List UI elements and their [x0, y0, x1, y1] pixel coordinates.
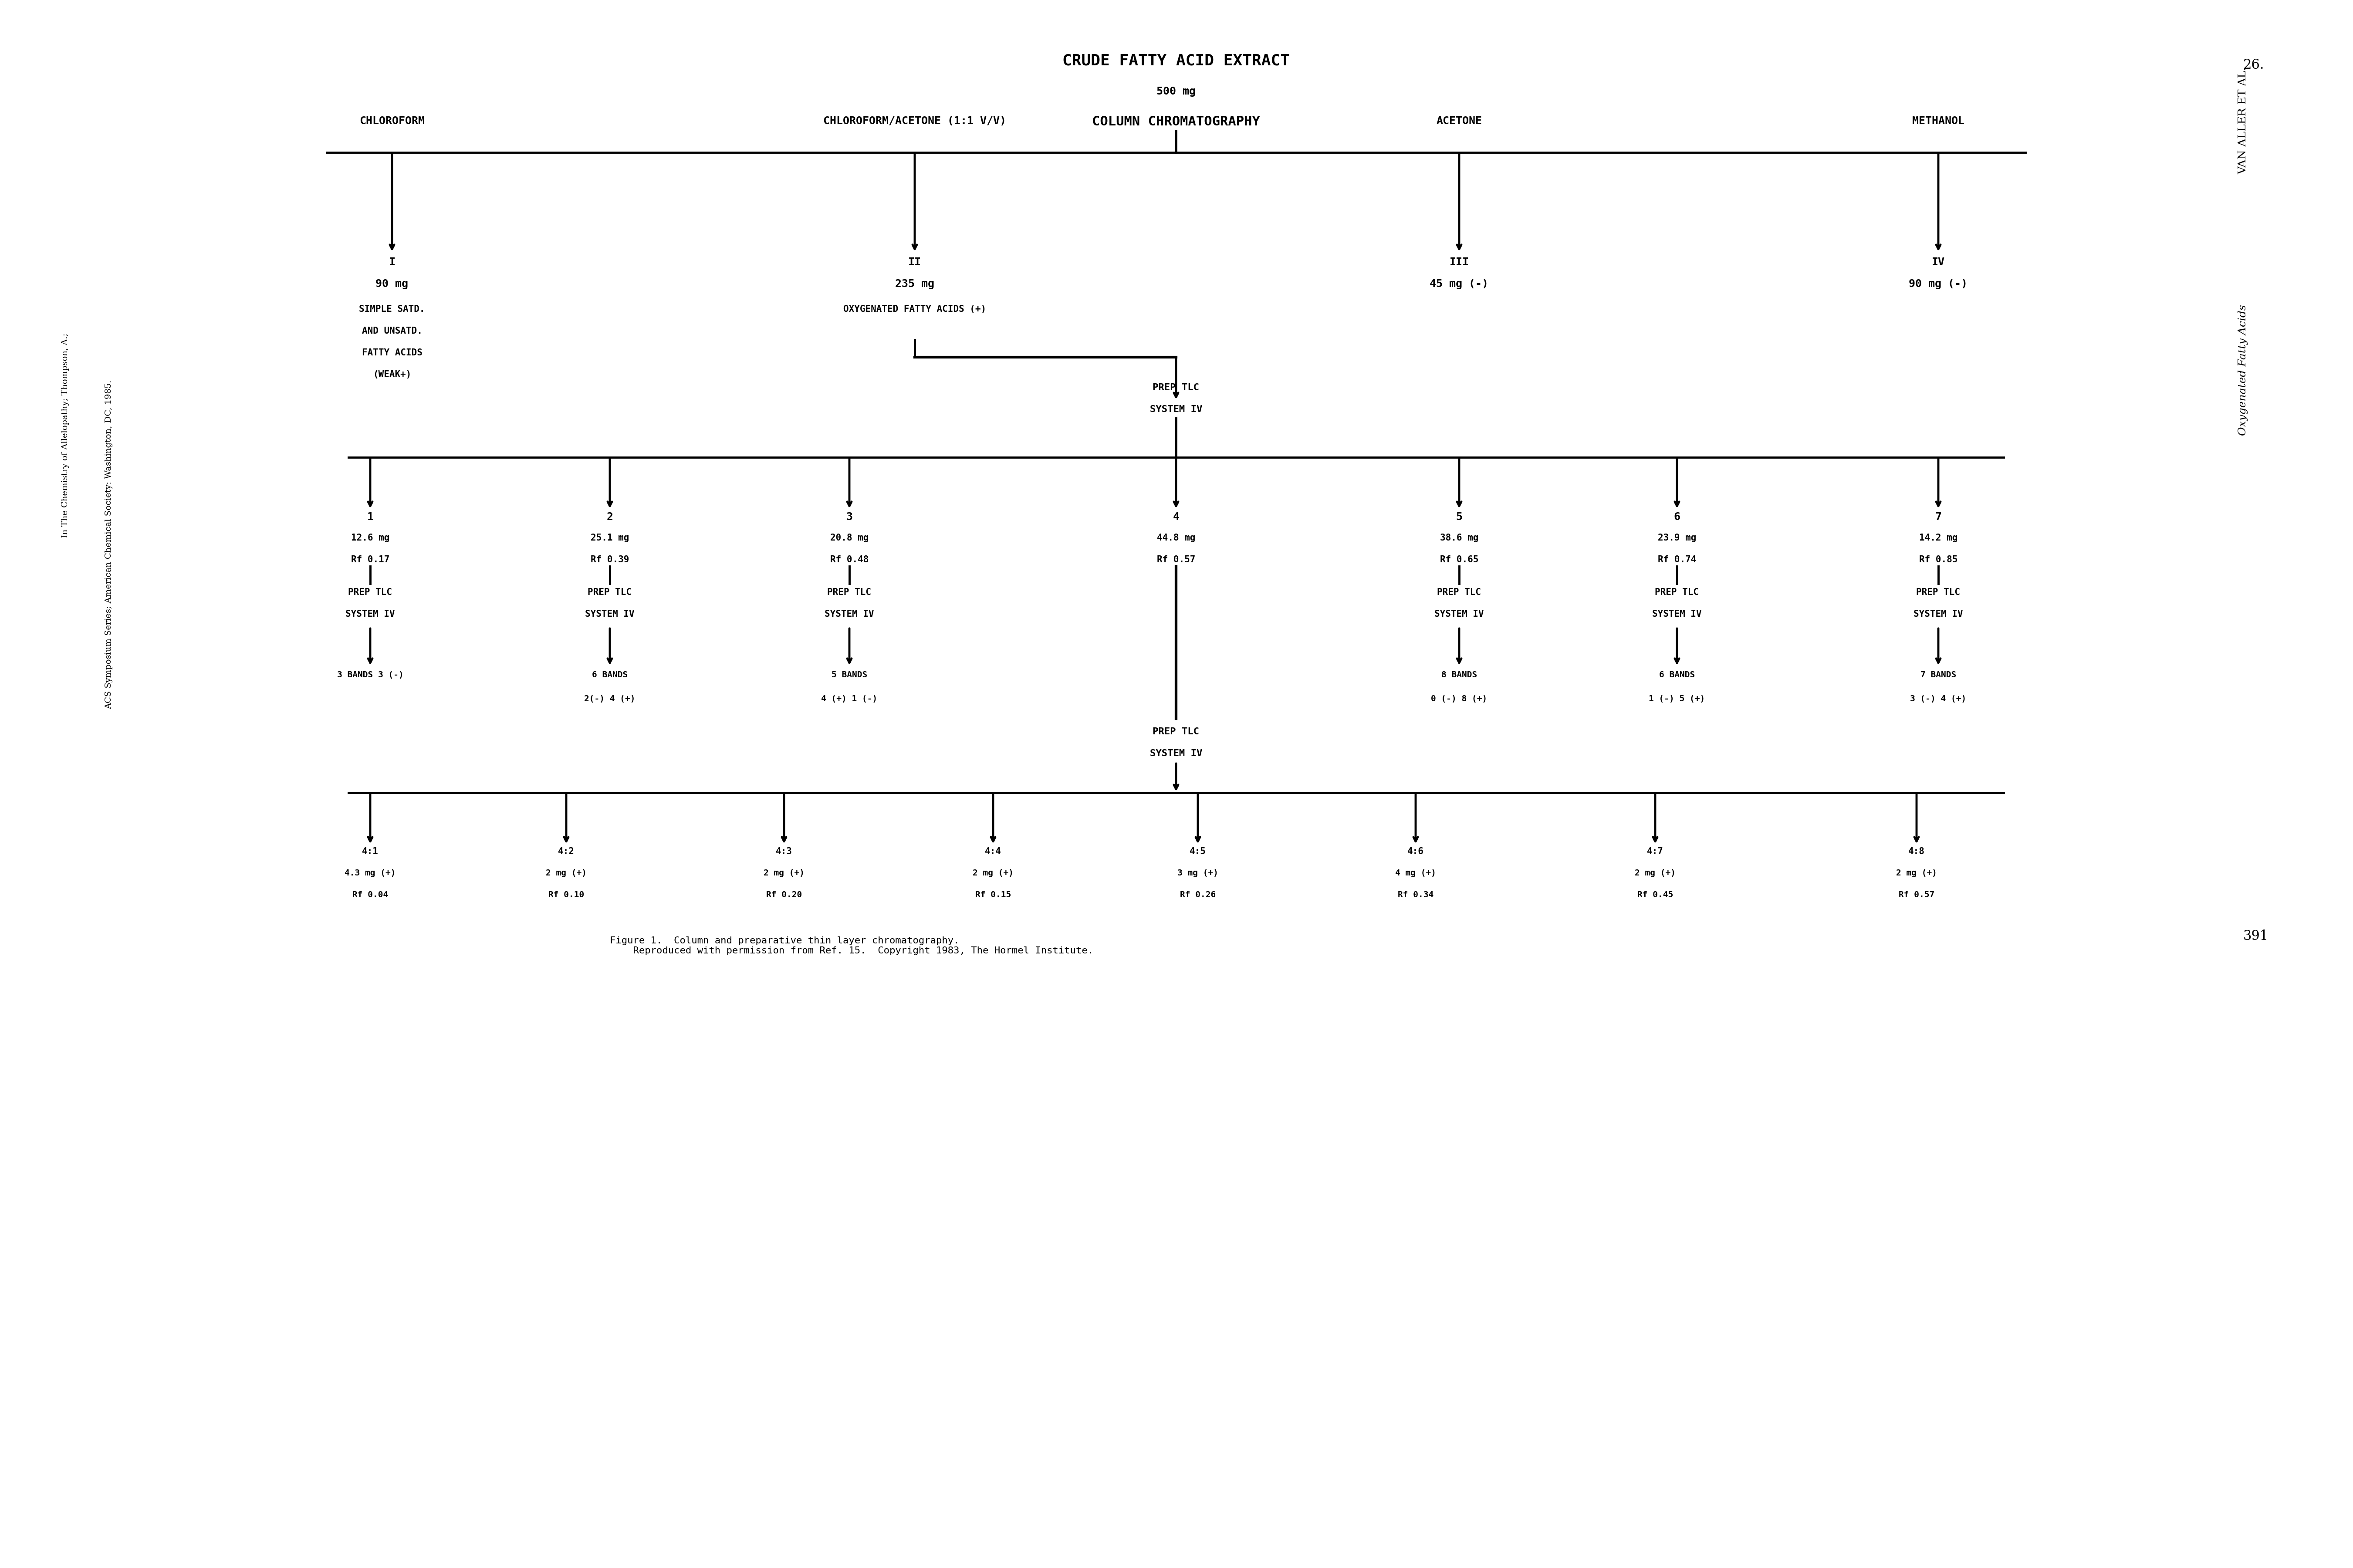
Text: 6 BANDS: 6 BANDS	[593, 671, 628, 679]
Text: Rf 0.65: Rf 0.65	[1440, 555, 1478, 564]
Text: Rf 0.26: Rf 0.26	[1179, 891, 1217, 898]
Text: Rf 0.20: Rf 0.20	[767, 891, 802, 898]
Text: SYSTEM IV: SYSTEM IV	[1151, 750, 1202, 757]
Text: 7: 7	[1934, 511, 1941, 522]
Text: 2 mg (+): 2 mg (+)	[972, 869, 1014, 877]
Text: 44.8 mg: 44.8 mg	[1158, 533, 1195, 543]
Text: 5: 5	[1457, 511, 1464, 522]
Text: I: I	[388, 257, 395, 268]
Text: ACS Symposium Series; American Chemical Society: Washington, DC, 1985.: ACS Symposium Series; American Chemical …	[106, 379, 113, 709]
Text: SIMPLE SATD.: SIMPLE SATD.	[360, 304, 426, 314]
Text: 4:2: 4:2	[558, 847, 574, 856]
Text: 4:1: 4:1	[362, 847, 379, 856]
Text: 3 mg (+): 3 mg (+)	[1176, 869, 1219, 877]
Text: 25.1 mg: 25.1 mg	[591, 533, 628, 543]
Text: 235 mg: 235 mg	[894, 279, 934, 289]
Text: Rf 0.57: Rf 0.57	[1899, 891, 1934, 898]
Text: Rf 0.34: Rf 0.34	[1398, 891, 1433, 898]
Text: 2 mg (+): 2 mg (+)	[1635, 869, 1675, 877]
Text: 4:6: 4:6	[1407, 847, 1424, 856]
Text: 8 BANDS: 8 BANDS	[1442, 671, 1478, 679]
Text: Rf 0.85: Rf 0.85	[1920, 555, 1958, 564]
Text: 4.3 mg (+): 4.3 mg (+)	[344, 869, 395, 877]
Text: 391: 391	[2242, 930, 2268, 944]
Text: 2 mg (+): 2 mg (+)	[1897, 869, 1937, 877]
Text: 6 BANDS: 6 BANDS	[1659, 671, 1694, 679]
Text: OXYGENATED FATTY ACIDS (+): OXYGENATED FATTY ACIDS (+)	[842, 304, 986, 314]
Text: III: III	[1449, 257, 1468, 268]
Text: SYSTEM IV: SYSTEM IV	[1151, 405, 1202, 414]
Text: FATTY ACIDS: FATTY ACIDS	[362, 348, 421, 358]
Text: ACETONE: ACETONE	[1435, 116, 1482, 127]
Text: PREP TLC: PREP TLC	[1915, 588, 1960, 597]
Text: 1: 1	[367, 511, 374, 522]
Text: Figure 1.  Column and preparative thin layer chromatography.
    Reproduced with: Figure 1. Column and preparative thin la…	[609, 936, 1094, 955]
Text: 2: 2	[607, 511, 614, 522]
Text: Rf 0.39: Rf 0.39	[591, 555, 628, 564]
Text: PREP TLC: PREP TLC	[1438, 588, 1480, 597]
Text: Rf 0.04: Rf 0.04	[353, 891, 388, 898]
Text: 3 BANDS 3 (-): 3 BANDS 3 (-)	[336, 671, 402, 679]
Text: METHANOL: METHANOL	[1913, 116, 1965, 127]
Text: 500 mg: 500 mg	[1155, 86, 1195, 97]
Text: 38.6 mg: 38.6 mg	[1440, 533, 1478, 543]
Text: 3 (-) 4 (+): 3 (-) 4 (+)	[1911, 695, 1967, 702]
Text: CHLOROFORM/ACETONE (1:1 V/V): CHLOROFORM/ACETONE (1:1 V/V)	[824, 116, 1007, 127]
Text: II: II	[908, 257, 922, 268]
Text: 4: 4	[1172, 511, 1179, 522]
Text: 4 (+) 1 (-): 4 (+) 1 (-)	[821, 695, 878, 702]
Text: 4:4: 4:4	[986, 847, 1002, 856]
Text: 6: 6	[1673, 511, 1680, 522]
Text: 7 BANDS: 7 BANDS	[1920, 671, 1955, 679]
Text: 4:8: 4:8	[1908, 847, 1925, 856]
Text: 45 mg (-): 45 mg (-)	[1431, 279, 1489, 289]
Text: 90 mg (-): 90 mg (-)	[1908, 279, 1967, 289]
Text: CHLOROFORM: CHLOROFORM	[360, 116, 424, 127]
Text: 4 mg (+): 4 mg (+)	[1395, 869, 1435, 877]
Text: SYSTEM IV: SYSTEM IV	[586, 610, 635, 618]
Text: Rf 0.45: Rf 0.45	[1638, 891, 1673, 898]
Text: (WEAK+): (WEAK+)	[372, 370, 412, 379]
Text: PREP TLC: PREP TLC	[588, 588, 633, 597]
Text: Rf 0.17: Rf 0.17	[351, 555, 391, 564]
Text: CRUDE FATTY ACID EXTRACT: CRUDE FATTY ACID EXTRACT	[1061, 53, 1289, 69]
Text: 1 (-) 5 (+): 1 (-) 5 (+)	[1649, 695, 1706, 702]
Text: SYSTEM IV: SYSTEM IV	[1652, 610, 1701, 618]
Text: SYSTEM IV: SYSTEM IV	[1435, 610, 1485, 618]
Text: Rf 0.48: Rf 0.48	[831, 555, 868, 564]
Text: 4:5: 4:5	[1191, 847, 1207, 856]
Text: 2 mg (+): 2 mg (+)	[546, 869, 586, 877]
Text: SYSTEM IV: SYSTEM IV	[1913, 610, 1962, 618]
Text: Rf 0.10: Rf 0.10	[548, 891, 584, 898]
Text: 2 mg (+): 2 mg (+)	[765, 869, 805, 877]
Text: PREP TLC: PREP TLC	[1654, 588, 1699, 597]
Text: PREP TLC: PREP TLC	[1153, 383, 1200, 392]
Text: AND UNSATD.: AND UNSATD.	[362, 326, 421, 336]
Text: Oxygenated Fatty Acids: Oxygenated Fatty Acids	[2238, 304, 2247, 436]
Text: 90 mg: 90 mg	[376, 279, 409, 289]
Text: 4:3: 4:3	[776, 847, 793, 856]
Text: PREP TLC: PREP TLC	[828, 588, 871, 597]
Text: 3: 3	[847, 511, 852, 522]
Text: 20.8 mg: 20.8 mg	[831, 533, 868, 543]
Text: COLUMN CHROMATOGRAPHY: COLUMN CHROMATOGRAPHY	[1092, 116, 1261, 129]
Text: 5 BANDS: 5 BANDS	[831, 671, 868, 679]
Text: Rf 0.15: Rf 0.15	[974, 891, 1012, 898]
Text: 2(-) 4 (+): 2(-) 4 (+)	[584, 695, 635, 702]
Text: SYSTEM IV: SYSTEM IV	[346, 610, 395, 618]
Text: 4:7: 4:7	[1647, 847, 1664, 856]
Text: Rf 0.74: Rf 0.74	[1659, 555, 1697, 564]
Text: 0 (-) 8 (+): 0 (-) 8 (+)	[1431, 695, 1487, 702]
Text: VAN ALLER ET AL.: VAN ALLER ET AL.	[2238, 67, 2247, 174]
Text: In The Chemistry of Allelopathy; Thompson, A.;: In The Chemistry of Allelopathy; Thompso…	[61, 332, 68, 538]
Text: Rf 0.57: Rf 0.57	[1158, 555, 1195, 564]
Text: 23.9 mg: 23.9 mg	[1659, 533, 1697, 543]
Text: PREP TLC: PREP TLC	[1153, 728, 1200, 735]
Text: IV: IV	[1932, 257, 1946, 268]
Text: PREP TLC: PREP TLC	[348, 588, 393, 597]
Text: 12.6 mg: 12.6 mg	[351, 533, 391, 543]
Text: SYSTEM IV: SYSTEM IV	[824, 610, 873, 618]
Text: 14.2 mg: 14.2 mg	[1920, 533, 1958, 543]
Text: 26.: 26.	[2242, 58, 2264, 72]
